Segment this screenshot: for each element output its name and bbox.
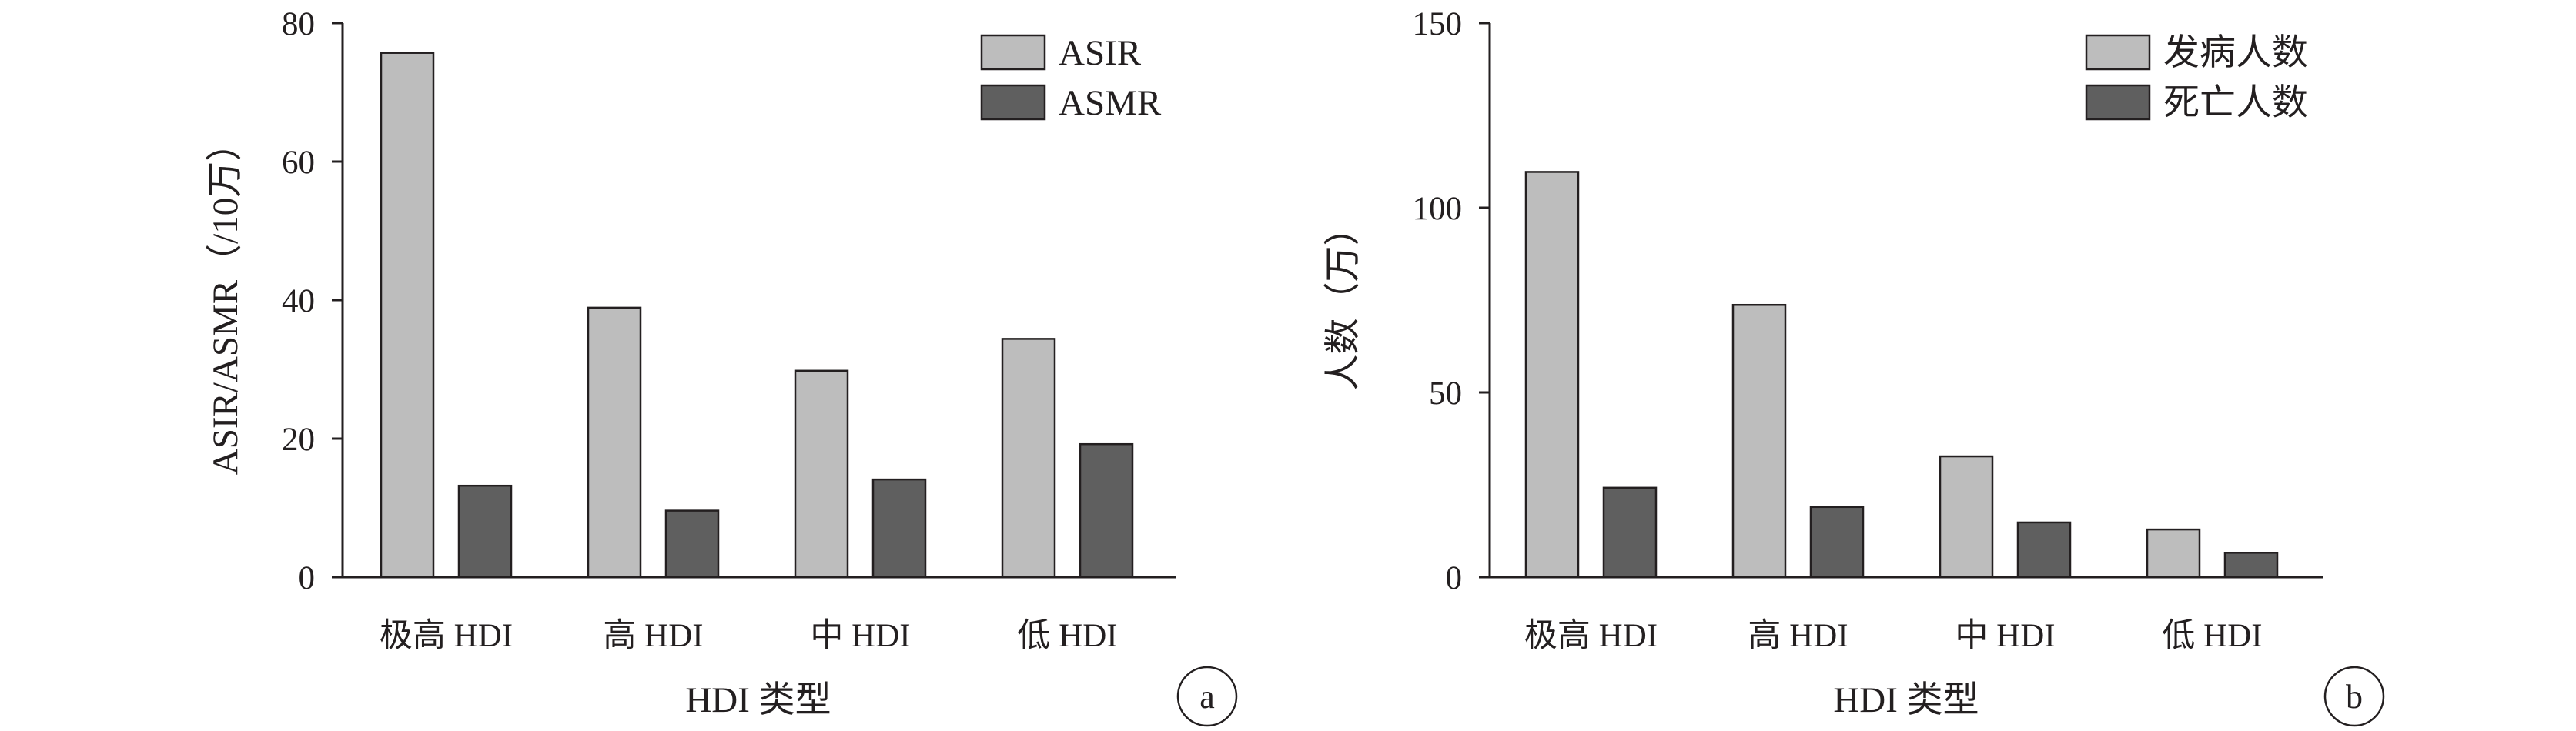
y-tick-label: 100 bbox=[1413, 191, 1463, 227]
bar-series2 bbox=[457, 484, 513, 579]
bar-series1 bbox=[380, 52, 435, 579]
y-tick-label: 60 bbox=[282, 145, 315, 181]
x-tick-label: 中 HDI bbox=[810, 618, 910, 654]
bar-series2 bbox=[1602, 486, 1658, 579]
panel-label-circle bbox=[1176, 666, 1238, 727]
bar-series1 bbox=[794, 369, 849, 579]
x-tick-label: 低 HDI bbox=[2162, 618, 2262, 654]
legend-label: 发病人数 bbox=[2163, 33, 2308, 73]
panel-label-circle bbox=[2323, 666, 2385, 727]
bar-series1 bbox=[1731, 303, 1787, 579]
x-tick-label: 极高 HDI bbox=[1524, 618, 1658, 654]
y-axis-label: ASIR/ASMR（/10万） bbox=[206, 125, 246, 475]
legend-swatch bbox=[980, 34, 1046, 71]
x-axis-label: HDI 类型 bbox=[1833, 680, 1979, 720]
y-axis-label: 人数（万） bbox=[1323, 210, 1363, 391]
bar-series1 bbox=[587, 306, 642, 579]
bar-series1 bbox=[1524, 171, 1580, 579]
bar-series2 bbox=[2016, 521, 2072, 579]
bar-series2 bbox=[1079, 442, 1134, 579]
legend-swatch bbox=[2085, 34, 2151, 71]
bar-series1 bbox=[1939, 455, 1994, 579]
panel-label: a bbox=[1199, 678, 1215, 716]
chart-panel-b: 0 50 100 150 极高 HDI 高 HDI 中 HDI 低 HDI HDI 类型 人数（万… bbox=[1323, 6, 2385, 727]
bar-series2 bbox=[871, 478, 927, 579]
x-tick-label: 极高 HDI bbox=[380, 618, 513, 654]
y-tick-label: 20 bbox=[282, 422, 315, 458]
x-axis-label: HDI 类型 bbox=[685, 680, 831, 720]
y-tick-label: 0 bbox=[299, 560, 316, 596]
x-tick-label: 低 HDI bbox=[1017, 618, 1117, 654]
bar-series2 bbox=[664, 509, 720, 579]
y-tick-label: 80 bbox=[282, 6, 315, 42]
y-tick-label: 150 bbox=[1413, 6, 1463, 42]
legend-swatch bbox=[980, 84, 1046, 121]
legend-swatch bbox=[2085, 84, 2151, 121]
bar-series2 bbox=[2223, 552, 2279, 579]
panel-label: b bbox=[2346, 678, 2363, 716]
legend-label: ASMR bbox=[1059, 83, 1162, 123]
y-tick-label: 0 bbox=[1446, 560, 1463, 596]
bar-series2 bbox=[1809, 506, 1865, 579]
legend-label: 死亡人数 bbox=[2163, 83, 2308, 123]
x-tick-label: 中 HDI bbox=[1955, 618, 2055, 654]
bar-series1 bbox=[2146, 528, 2201, 579]
legend-label: ASIR bbox=[1059, 33, 1142, 73]
y-tick-label: 40 bbox=[282, 283, 315, 319]
bar-series1 bbox=[1001, 338, 1056, 579]
chart-panel-a: 0 20 40 60 80 极高 HDI 高 HDI 中 HDI 低 HDI HDI 类型 ASIR… bbox=[206, 6, 1238, 727]
x-tick-label: 高 HDI bbox=[1748, 618, 1848, 654]
x-tick-label: 高 HDI bbox=[603, 618, 703, 654]
y-tick-label: 50 bbox=[1429, 376, 1462, 412]
